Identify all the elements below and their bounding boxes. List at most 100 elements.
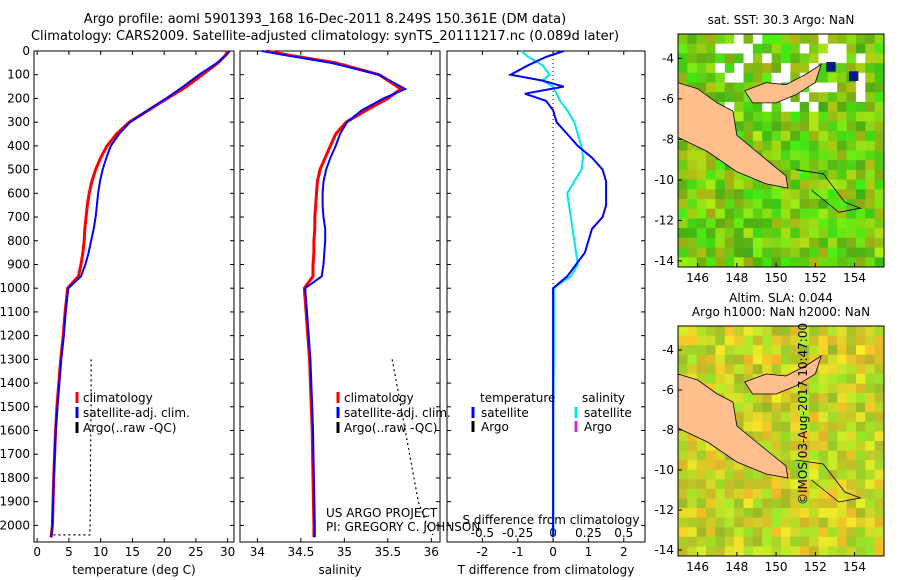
sla-map-cell xyxy=(799,498,810,509)
sst-map-cell xyxy=(687,160,698,171)
sla-map-cell xyxy=(762,441,773,452)
sla-map-cell xyxy=(715,345,726,356)
difference-legend-temperature-title: temperature xyxy=(480,391,555,405)
sst-map-cell xyxy=(799,63,810,74)
sst-map-cell xyxy=(743,228,754,239)
sst-map-cell xyxy=(809,121,819,132)
sst-map-cell xyxy=(874,208,885,219)
sla-map-cell xyxy=(781,354,791,365)
sla-map-cell xyxy=(715,469,726,480)
sla-map-x-tick-label: 148 xyxy=(725,560,748,574)
sla-map-cell xyxy=(715,335,726,346)
sst-map-cell xyxy=(874,140,885,151)
sla-map-cell xyxy=(865,393,876,404)
sst-map-cell xyxy=(855,169,866,181)
sst-map-cell xyxy=(837,43,848,54)
sst-map-cell xyxy=(706,82,716,93)
sst-map-cell xyxy=(837,228,848,239)
sla-map-cell xyxy=(809,345,819,356)
sla-map-cell xyxy=(818,441,829,452)
sla-map-cell xyxy=(678,354,688,365)
sla-map-cell xyxy=(837,498,848,509)
sla-map-cell xyxy=(771,488,782,499)
sst-map-cell xyxy=(855,131,866,142)
sla-map-cell xyxy=(818,383,829,394)
sla-map-cell xyxy=(781,450,791,461)
sst-map-cell xyxy=(752,257,763,268)
legend-label: satellite xyxy=(481,406,529,420)
sst-map-cell xyxy=(762,257,773,268)
sla-map-cell xyxy=(827,431,838,442)
sla-map-cell xyxy=(846,373,857,384)
sla-map-cell xyxy=(799,517,810,528)
sst-map-cell xyxy=(855,189,866,200)
sla-map-cell xyxy=(762,498,773,509)
sla-map-cell xyxy=(790,450,801,461)
sst-map-cell xyxy=(743,247,754,258)
sst-map-cell xyxy=(743,82,754,93)
sst-map-cell xyxy=(687,257,698,268)
sst-map-cell xyxy=(855,53,866,64)
sla-map-cell xyxy=(706,383,716,394)
sst-map-cell xyxy=(874,82,885,93)
salinity-x-tick-label: 34.5 xyxy=(288,545,315,559)
sla-map-cell xyxy=(771,354,782,365)
sst-map-cell xyxy=(696,53,707,64)
sst-map-cell xyxy=(837,237,848,249)
sla-map-cell xyxy=(846,479,857,490)
sla-map-cell xyxy=(874,402,885,413)
sla-map-cell xyxy=(846,421,857,432)
sst-map-cell xyxy=(837,121,848,132)
sla-map-cell xyxy=(752,536,763,547)
sst-map-cell xyxy=(799,218,810,229)
sst-map-cell xyxy=(743,131,754,142)
sla-map-cell xyxy=(846,393,857,404)
sst-map-cell xyxy=(837,53,848,64)
sst-map-cell xyxy=(678,218,688,229)
sla-map-cell xyxy=(687,469,698,480)
sla-map-cell xyxy=(762,536,773,547)
sla-map-cell xyxy=(799,326,810,337)
sst-map-cell xyxy=(790,218,801,229)
sla-map-cell xyxy=(752,326,763,337)
temperature-x-tick-label: 15 xyxy=(125,545,140,559)
sst-map-cell xyxy=(715,92,726,103)
sst-map-y-tick-label: -6 xyxy=(662,92,674,106)
sst-map-cell xyxy=(724,53,735,64)
sla-map-cell xyxy=(846,527,857,538)
sla-map-cell xyxy=(855,412,866,423)
sst-map-cell xyxy=(696,34,707,45)
sla-map-cell xyxy=(771,527,782,538)
sst-map-cell xyxy=(809,111,819,122)
sst-map-cell xyxy=(762,53,773,64)
sst-map-cell xyxy=(874,160,885,171)
sla-map-cell xyxy=(818,469,829,480)
sst-map-y-tick-label: -10 xyxy=(654,173,674,187)
sla-map-frame xyxy=(677,325,885,557)
sst-map-cell xyxy=(799,257,810,268)
sst-map-cell xyxy=(837,111,848,122)
sst-map-cell xyxy=(818,208,829,219)
sst-map-cell xyxy=(706,63,716,74)
sst-map-cell xyxy=(781,131,791,142)
sla-map-cell xyxy=(865,326,876,337)
sla-map-cell xyxy=(743,364,754,375)
sla-map-cell xyxy=(771,421,782,432)
sla-map-cell xyxy=(855,364,866,375)
sst-map-cell xyxy=(818,140,829,151)
sla-map-cell xyxy=(734,508,745,519)
sla-map-cell xyxy=(827,546,838,557)
sst-map-cell xyxy=(734,131,745,142)
sla-map-cell xyxy=(809,479,819,490)
sst-map-cell xyxy=(865,111,876,122)
sla-map-cell xyxy=(799,441,810,452)
sla-map-cell xyxy=(734,479,745,490)
sst-map-cell xyxy=(678,179,688,190)
sst-map-cell xyxy=(846,34,857,45)
sla-map-cell xyxy=(874,421,885,432)
sst-map-cell xyxy=(827,92,838,103)
sst-map-cell xyxy=(715,237,726,249)
sst-map-cell xyxy=(771,160,782,171)
sst-map-cell xyxy=(874,92,885,103)
